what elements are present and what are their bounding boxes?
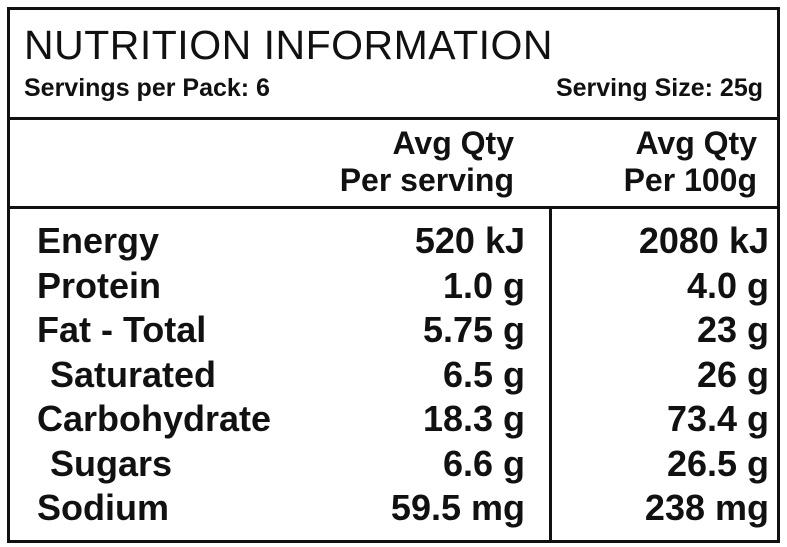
nutrient-label: Carbohydrate bbox=[37, 398, 272, 439]
value-per-100g: 238 mg bbox=[644, 487, 769, 528]
table-row: Saturated 6.5 g 26 g bbox=[10, 353, 777, 398]
divider-vertical bbox=[549, 209, 552, 540]
table-row: Sodium 59.5 mg 238 mg bbox=[10, 486, 777, 531]
nutrient-rows: Energy 520 kJ 2080 kJ Protein 1.0 g 4.0 … bbox=[10, 219, 777, 531]
value-per-serving: 59.5 mg bbox=[390, 487, 525, 528]
column-header-line1: Avg Qty bbox=[392, 125, 515, 161]
nutrition-panel: NUTRITION INFORMATION Servings per Pack:… bbox=[7, 7, 780, 543]
value-per-100g: 73.4 g bbox=[666, 398, 769, 439]
table-row: Protein 1.0 g 4.0 g bbox=[10, 264, 777, 309]
divider-header bbox=[10, 117, 777, 120]
value-per-serving: 18.3 g bbox=[422, 398, 525, 439]
value-per-serving: 6.6 g bbox=[442, 442, 525, 484]
nutrient-label: Energy bbox=[37, 220, 160, 261]
panel-title: NUTRITION INFORMATION bbox=[24, 22, 554, 68]
value-per-100g: 23 g bbox=[696, 309, 769, 350]
value-per-serving: 520 kJ bbox=[414, 220, 525, 261]
value-per-serving: 5.75 g bbox=[422, 309, 525, 350]
servings-per-pack: Servings per Pack: 6 bbox=[24, 74, 270, 102]
column-header-per-serving: Avg Qty Per serving bbox=[340, 125, 514, 199]
nutrient-label: Saturated bbox=[50, 353, 217, 395]
value-per-100g: 4.0 g bbox=[686, 264, 769, 306]
value-per-100g: 26 g bbox=[696, 353, 769, 395]
nutrient-label: Protein bbox=[37, 264, 162, 306]
nutrient-label: Sugars bbox=[50, 442, 173, 484]
table-row: Sugars 6.6 g 26.5 g bbox=[10, 442, 777, 487]
nutrient-label: Fat - Total bbox=[37, 309, 207, 350]
value-per-serving: 6.5 g bbox=[442, 353, 525, 395]
divider-columns bbox=[10, 206, 777, 209]
serving-size: Serving Size: 25g bbox=[555, 74, 763, 102]
column-header-per-100g: Avg Qty Per 100g bbox=[624, 125, 757, 199]
column-header-line1: Avg Qty bbox=[635, 125, 758, 161]
table-row: Carbohydrate 18.3 g 73.4 g bbox=[10, 397, 777, 442]
column-header-line2: Per serving bbox=[339, 162, 514, 198]
table-row: Energy 520 kJ 2080 kJ bbox=[10, 219, 777, 264]
value-per-100g: 2080 kJ bbox=[638, 220, 769, 261]
value-per-serving: 1.0 g bbox=[442, 264, 525, 306]
value-per-100g: 26.5 g bbox=[666, 442, 769, 484]
column-header-line2: Per 100g bbox=[623, 162, 757, 198]
nutrient-label: Sodium bbox=[37, 487, 169, 528]
table-row: Fat - Total 5.75 g 23 g bbox=[10, 308, 777, 353]
